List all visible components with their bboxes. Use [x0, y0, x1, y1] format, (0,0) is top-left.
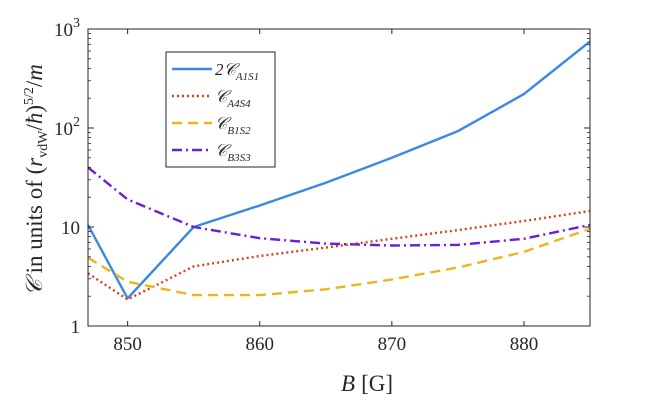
legend-label-1: 2𝒞A1S1	[215, 60, 259, 83]
y-axis-title: 𝒞 in units of (rvdW/ħ)5/2/m	[22, 64, 51, 296]
legend-box	[165, 51, 276, 168]
x-tick-label: 870	[378, 334, 407, 355]
y-tick-label: 102	[54, 115, 80, 140]
y-tick-label: 10	[61, 218, 80, 239]
x-tick-label: 880	[510, 334, 539, 355]
series-line-4	[87, 166, 591, 247]
x-tick-label: 860	[245, 334, 274, 355]
x-tick-label: 850	[113, 334, 142, 355]
series-line-1	[86, 40, 591, 300]
plot-frame	[87, 28, 591, 327]
x-axis-title: B [G]	[341, 371, 393, 396]
y-tick-label: 103	[54, 16, 80, 41]
series-line-3	[87, 227, 591, 297]
y-tick-label: 1	[71, 317, 81, 338]
ticks-layer: 850 860 870 880 1 10 102 103	[54, 16, 590, 355]
series-layer	[86, 40, 591, 301]
